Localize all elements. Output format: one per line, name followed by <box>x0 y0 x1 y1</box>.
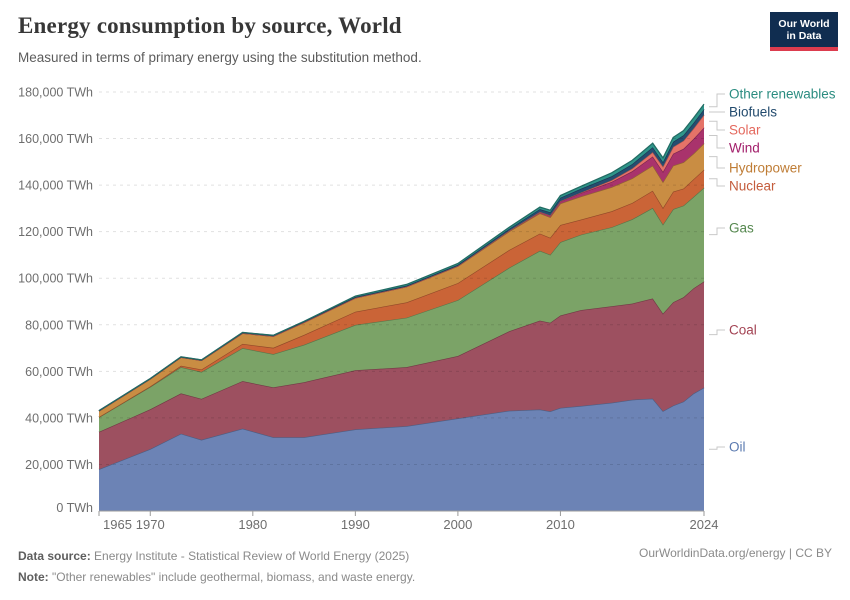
data-source-label: Data source: <box>18 549 91 563</box>
legend-connector-nuclear <box>709 178 725 187</box>
chart-subtitle: Measured in terms of primary energy usin… <box>18 50 422 65</box>
legend-label-wind[interactable]: Wind <box>729 141 760 156</box>
legend-label-solar[interactable]: Solar <box>729 123 761 138</box>
legend-label-hydropower[interactable]: Hydropower <box>729 161 802 176</box>
y-axis-tick-label: 0 TWh <box>56 501 93 515</box>
owid-logo-accent-bar <box>770 47 838 51</box>
legend-label-gas[interactable]: Gas <box>729 221 754 236</box>
y-axis-tick-label: 20,000 TWh <box>25 458 93 472</box>
x-axis-tick-label: 1970 <box>136 517 165 532</box>
legend-connector-hydropower <box>709 156 725 169</box>
legend-connector-wind <box>709 135 725 149</box>
owid-logo-line1: Our World <box>778 17 830 30</box>
note-line: Note: "Other renewables" include geother… <box>18 567 415 588</box>
legend-label-nuclear[interactable]: Nuclear <box>729 179 776 194</box>
x-axis-tick-label: 1990 <box>341 517 370 532</box>
x-axis-tick-label: 2024 <box>690 517 719 532</box>
owid-logo-line2: in Data <box>786 29 822 42</box>
owid-logo[interactable]: Our World in Data <box>770 12 838 51</box>
legend-connector-gas <box>709 227 725 236</box>
legend-label-oil[interactable]: Oil <box>729 440 746 455</box>
y-axis-tick-label: 80,000 TWh <box>25 318 93 332</box>
legend-label-coal[interactable]: Coal <box>729 323 757 338</box>
y-axis-tick-label: 140,000 TWh <box>18 179 93 193</box>
legend-connector-solar <box>709 120 725 131</box>
y-axis-tick-label: 100,000 TWh <box>18 272 93 286</box>
chart-title: Energy consumption by source, World <box>18 13 402 38</box>
legend-connector-oil <box>709 446 725 450</box>
area-oil[interactable] <box>99 387 704 511</box>
x-axis-tick-label: 2000 <box>443 517 472 532</box>
note-label: Note: <box>18 570 49 584</box>
x-axis-tick-label: 1965 <box>103 517 132 532</box>
legend-label-other-renewables[interactable]: Other renewables <box>729 87 836 102</box>
x-axis-tick-label: 2010 <box>546 517 575 532</box>
data-source-text: Energy Institute - Statistical Review of… <box>94 549 410 563</box>
y-axis-tick-label: 40,000 TWh <box>25 411 93 425</box>
y-axis-tick-label: 60,000 TWh <box>25 365 93 379</box>
area-edge-other-renewables <box>98 103 705 412</box>
legend-label-biofuels[interactable]: Biofuels <box>729 105 777 120</box>
x-axis-tick-label: 1980 <box>238 517 267 532</box>
legend-connector-other-renewables <box>709 93 725 108</box>
y-axis-tick-label: 120,000 TWh <box>18 225 93 239</box>
area-coal[interactable] <box>99 281 704 470</box>
footer: Data source: Energy Institute - Statisti… <box>18 546 415 588</box>
area-gas[interactable] <box>99 187 704 432</box>
y-axis-tick-label: 180,000 TWh <box>18 86 93 100</box>
data-source-line: Data source: Energy Institute - Statisti… <box>18 546 415 567</box>
legend-connector-coal <box>709 329 725 336</box>
y-axis-tick-label: 160,000 TWh <box>18 132 93 146</box>
note-text: "Other renewables" include geothermal, b… <box>52 570 416 584</box>
footer-license-link[interactable]: OurWorldinData.org/energy | CC BY <box>639 546 832 560</box>
